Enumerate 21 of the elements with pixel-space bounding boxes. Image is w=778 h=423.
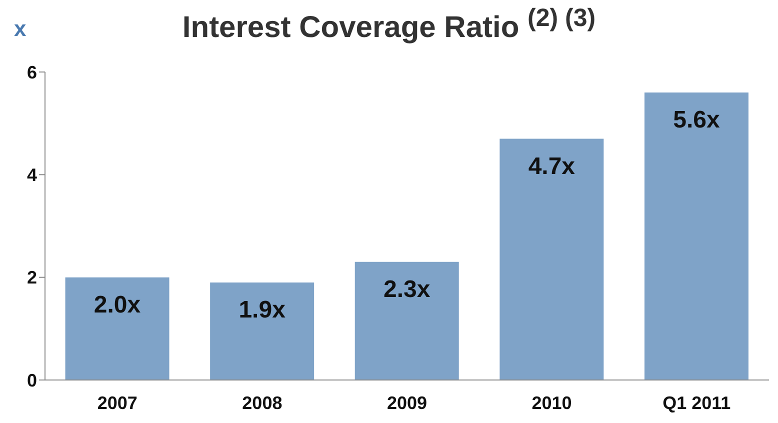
bar [65, 277, 170, 380]
x-tick-label: 2008 [242, 392, 282, 413]
data-label: 4.7x [528, 152, 576, 180]
y-tick-label: 0 [26, 370, 37, 390]
data-label: 2.3x [384, 276, 431, 303]
y-axis-title: x [14, 16, 26, 42]
bar [210, 282, 314, 380]
bar [354, 262, 459, 380]
y-tick-label: 4 [26, 165, 37, 186]
bar [500, 138, 604, 380]
chart-title: Interest Coverage Ratio $^{(2) (3)}$ [182, 4, 596, 44]
y-tick-label: 6 [26, 62, 37, 82]
x-tick-label: Q1 2011 [662, 392, 731, 413]
x-tick-label: 2009 [386, 392, 428, 413]
data-label: 1.9x [238, 296, 286, 324]
x-tick-label: 2007 [97, 392, 138, 413]
x-tick-label: 2010 [532, 392, 572, 413]
y-tick-label: 2 [26, 268, 37, 288]
data-label: 2.0x [94, 291, 142, 318]
data-label: 5.6x [673, 106, 720, 134]
bar [644, 92, 748, 380]
